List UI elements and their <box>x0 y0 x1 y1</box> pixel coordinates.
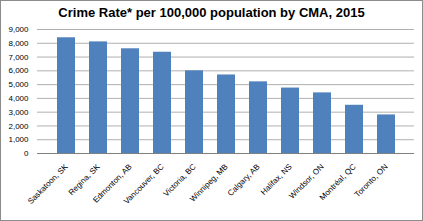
svg-text:7,000: 7,000 <box>8 53 29 62</box>
svg-text:6,000: 6,000 <box>8 66 29 75</box>
svg-text:Windsor, ON: Windsor, ON <box>287 162 326 201</box>
svg-text:4,000: 4,000 <box>8 94 29 103</box>
svg-text:Winnipeg, MB: Winnipeg, MB <box>188 162 230 204</box>
svg-text:Halifax, NS: Halifax, NS <box>259 162 294 197</box>
svg-text:5,000: 5,000 <box>8 80 29 89</box>
html-text:Crime Rate* per 100,000 popula: Crime Rate* per 100,000 population by CM… <box>58 5 365 20</box>
svg-text:Edmonton, AB: Edmonton, AB <box>91 162 134 205</box>
svg-text:1,000: 1,000 <box>8 135 29 144</box>
svg-text:Toronto, ON: Toronto, ON <box>353 162 390 199</box>
svg-text:Victoria, BC: Victoria, BC <box>161 162 198 199</box>
svg-text:2,000: 2,000 <box>8 122 29 131</box>
svg-text:8,000: 8,000 <box>8 39 29 48</box>
svg-text:Vancouver, BC: Vancouver, BC <box>122 162 166 206</box>
svg-text:Calgary, AB: Calgary, AB <box>226 162 262 198</box>
svg-text:0: 0 <box>24 149 29 158</box>
svg-text:Saskatoon, SK: Saskatoon, SK <box>26 162 70 206</box>
svg-text:Regina, SK: Regina, SK <box>66 162 102 198</box>
svg-text:Montréal, QC: Montréal, QC <box>318 162 358 202</box>
svg-text:9,000: 9,000 <box>8 25 29 34</box>
svg-text:3,000: 3,000 <box>8 108 29 117</box>
